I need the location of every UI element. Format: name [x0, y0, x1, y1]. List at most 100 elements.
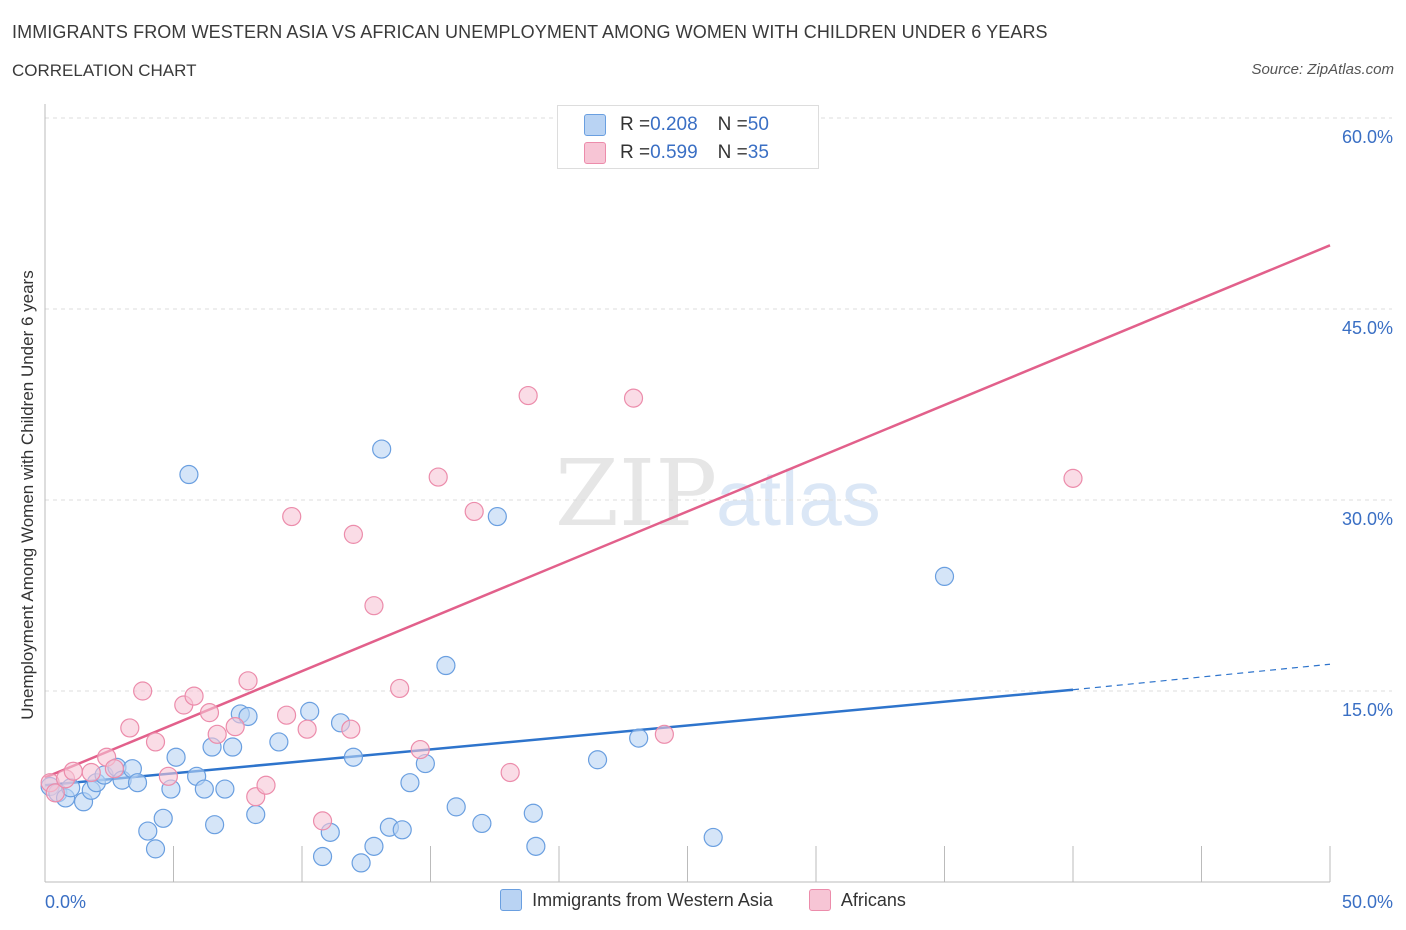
point-africans	[158, 766, 178, 786]
point-africans	[282, 506, 302, 527]
trend-lines	[44, 244, 1331, 787]
point-africans	[256, 775, 276, 795]
legend-swatch-western-asia	[500, 889, 523, 911]
legend-swatch-africans	[808, 889, 831, 911]
grid-lines	[45, 117, 1392, 692]
point-western-asia	[526, 836, 546, 856]
point-africans	[63, 761, 83, 781]
watermark-zip: ZIP	[555, 440, 717, 547]
point-africans	[238, 671, 258, 691]
n-value: 50	[747, 114, 769, 135]
point-western-asia	[223, 737, 243, 757]
point-western-asia	[629, 728, 649, 748]
point-western-asia	[269, 732, 289, 752]
point-western-asia	[436, 655, 456, 676]
n-label: N =	[717, 114, 748, 135]
point-africans	[225, 717, 245, 737]
x-tick-label: 50.0%	[1342, 892, 1393, 912]
point-africans	[184, 686, 204, 706]
point-western-asia	[934, 566, 955, 587]
point-western-asia	[587, 750, 608, 770]
tick-labels: 15.0% 30.0% 45.0% 60.0% 0.0% 50.0%	[45, 127, 1393, 912]
point-western-asia	[400, 773, 420, 793]
point-western-asia	[179, 464, 199, 485]
legend-swatch-africans	[584, 142, 606, 164]
n-value: 35	[747, 142, 769, 163]
y-tick-label: 45.0%	[1342, 318, 1393, 338]
point-africans	[654, 724, 674, 744]
legend-swatch-western-asia	[584, 114, 606, 136]
axes	[44, 104, 1331, 883]
y-tick-label: 15.0%	[1342, 700, 1393, 720]
point-africans	[500, 762, 520, 783]
point-africans	[364, 596, 384, 616]
point-western-asia	[372, 439, 392, 459]
point-western-asia	[392, 820, 412, 840]
point-africans	[341, 719, 361, 739]
legend-label-western-asia: Immigrants from Western Asia	[532, 889, 773, 910]
point-western-asia	[166, 747, 186, 767]
point-western-asia	[523, 803, 543, 823]
legend-row-africans: R = 0.599 N = 35	[584, 142, 769, 164]
data-points	[40, 146, 1083, 873]
point-western-asia	[364, 836, 384, 856]
point-africans	[390, 678, 410, 699]
point-africans	[312, 811, 333, 831]
point-africans	[199, 703, 220, 723]
point-western-asia	[487, 506, 507, 527]
point-western-asia	[343, 747, 363, 767]
correlation-legend: R = 0.208 N = 50 R = 0.599 N = 35	[557, 105, 819, 169]
r-label: R =	[620, 114, 651, 135]
chart-subtitle: CORRELATION CHART	[12, 61, 197, 80]
y-tick-label: 30.0%	[1342, 509, 1393, 529]
trend-line-africans	[44, 244, 1331, 779]
point-western-asia	[312, 846, 333, 867]
point-western-asia	[153, 808, 173, 828]
legend-row-western-asia: R = 0.208 N = 50	[584, 114, 769, 136]
point-africans	[120, 718, 140, 738]
point-africans	[297, 719, 317, 739]
n-label: N =	[717, 142, 748, 163]
r-label: R =	[620, 142, 651, 163]
point-africans	[133, 681, 153, 701]
point-africans	[464, 501, 484, 522]
point-africans	[81, 762, 101, 783]
point-western-asia	[215, 779, 235, 799]
point-africans	[428, 467, 448, 487]
series-legend: Immigrants from Western Asia Africans	[0, 889, 1406, 911]
trend-line-extension	[1072, 663, 1331, 691]
watermark-atlas: atlas	[716, 454, 881, 542]
point-africans	[207, 724, 227, 744]
point-africans	[145, 732, 166, 752]
trend-line-western-asia	[44, 688, 1074, 787]
legend-item-africans[interactable]: Africans	[808, 889, 906, 911]
point-western-asia	[145, 839, 166, 859]
point-western-asia	[446, 797, 466, 817]
legend-item-western-asia[interactable]: Immigrants from Western Asia	[500, 889, 773, 911]
point-western-asia	[351, 853, 371, 873]
point-africans	[276, 705, 297, 725]
point-africans	[518, 385, 538, 406]
source-note: Source: ZipAtlas.com	[1251, 61, 1394, 78]
point-africans	[104, 759, 124, 779]
point-africans	[45, 783, 65, 803]
point-western-asia	[127, 773, 148, 793]
point-western-asia	[194, 779, 214, 799]
y-axis-label: Unemployment Among Women with Children U…	[18, 270, 37, 720]
y-tick-label: 60.0%	[1342, 127, 1393, 147]
legend-label-africans: Africans	[840, 889, 906, 910]
point-africans	[1063, 468, 1083, 488]
point-western-asia	[246, 804, 266, 825]
point-western-asia	[205, 815, 225, 835]
point-western-asia	[472, 813, 492, 834]
point-western-asia	[300, 701, 320, 721]
point-africans	[410, 739, 430, 760]
point-africans	[623, 388, 644, 408]
x-tick-label: 0.0%	[45, 892, 86, 912]
point-western-asia	[138, 821, 158, 841]
r-value: 0.599	[650, 142, 698, 163]
point-western-asia	[238, 706, 258, 727]
chart-title: IMMIGRANTS FROM WESTERN ASIA VS AFRICAN …	[12, 22, 1048, 42]
r-value: 0.208	[650, 114, 698, 135]
